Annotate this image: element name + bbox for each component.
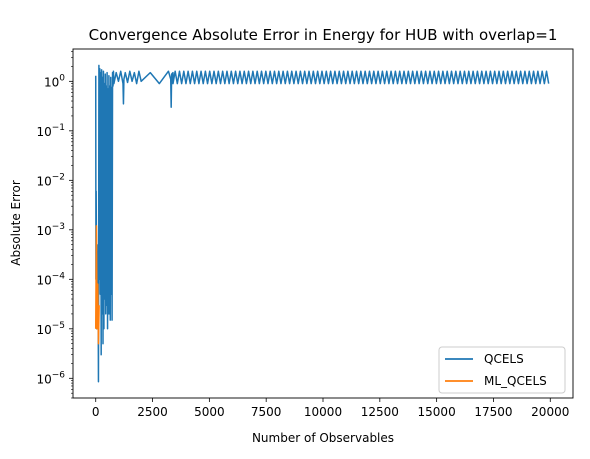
x-tick-label: 7500 — [251, 405, 282, 419]
x-tick-label: 0 — [92, 405, 100, 419]
y-tick-label: 10−6 — [36, 370, 65, 386]
x-tick-label: 15000 — [418, 405, 456, 419]
x-tick-label: 20000 — [531, 405, 569, 419]
series-line-ml-qcels — [94, 225, 100, 345]
x-tick-label: 12500 — [361, 405, 399, 419]
x-axis-label: Number of Observables — [252, 431, 394, 445]
y-axis-label: Absolute Error — [9, 180, 23, 266]
series-line-qcels — [94, 64, 550, 383]
y-tick-label: 10−4 — [36, 271, 65, 287]
legend-label-ml-qcels: ML_QCELS — [484, 374, 547, 388]
y-tick-label: 10−3 — [36, 222, 65, 238]
chart-title: Convergence Absolute Error in Energy for… — [89, 26, 558, 44]
x-tick-label: 17500 — [474, 405, 512, 419]
legend: QCELS ML_QCELS — [438, 346, 566, 394]
series-group — [94, 64, 550, 383]
y-tick-label: 10−1 — [36, 123, 65, 139]
x-axis: 0 2500 5000 7500 10000 12500 15000 17500 20000 — [92, 398, 569, 419]
legend-label-qcels: QCELS — [484, 352, 524, 366]
y-tick-label: 10−5 — [36, 321, 65, 337]
x-tick-label: 10000 — [304, 405, 342, 419]
y-tick-label: 100 — [44, 73, 65, 89]
y-axis: 10−6 10−5 10−4 10−3 10−2 10−1 100 — [36, 51, 73, 399]
x-tick-label: 5000 — [194, 405, 225, 419]
x-tick-label: 2500 — [137, 405, 168, 419]
y-tick-label: 10−2 — [36, 172, 65, 188]
